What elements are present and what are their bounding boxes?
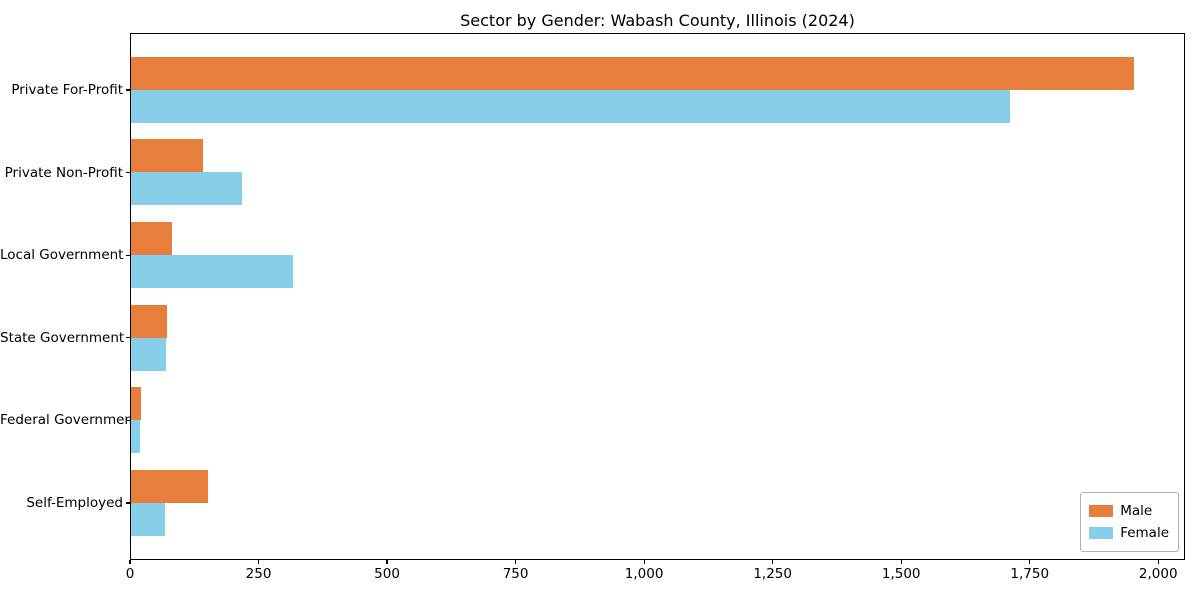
- y-axis-category-label: State Government: [0, 329, 125, 346]
- chart-title: Sector by Gender: Wabash County, Illinoi…: [460, 11, 855, 30]
- x-axis-tick-label: 750: [502, 566, 529, 582]
- legend: Male Female: [1080, 492, 1179, 552]
- x-axis-tick-mark: [129, 560, 131, 564]
- bar-male-state-government: [131, 304, 167, 338]
- y-axis-tick-mark: [126, 502, 130, 504]
- bar-male-federal-government: [131, 387, 142, 421]
- x-axis-tick-label: 0: [125, 566, 135, 582]
- bar-female-local-government: [131, 254, 293, 289]
- bar-male-local-government: [131, 221, 173, 255]
- y-axis-tick-mark: [126, 254, 130, 256]
- legend-entry-female: Female: [1089, 522, 1169, 544]
- x-axis-tick-label: 1,000: [624, 566, 664, 582]
- x-axis-tick-label: 1,250: [753, 566, 792, 582]
- bar-female-private-non-profit: [131, 172, 242, 206]
- y-axis-tick-mark: [126, 419, 130, 421]
- x-axis-tick-label: 1,750: [1010, 566, 1050, 582]
- x-axis-tick-mark: [386, 560, 388, 564]
- y-axis-category-label: Local Government: [0, 247, 124, 264]
- y-axis-tick-mark: [126, 171, 130, 174]
- y-axis-tick-mark: [126, 337, 130, 339]
- y-axis-tick-mark: [126, 89, 130, 91]
- bar-male-private-for-profit: [131, 56, 1134, 90]
- legend-label: Male: [1120, 503, 1153, 519]
- y-axis-category-label: Federal Government: [0, 412, 139, 429]
- x-axis-tick-mark: [1157, 560, 1159, 564]
- x-axis-tick-label: 250: [245, 566, 272, 582]
- bar-female-self-employed: [131, 502, 166, 536]
- y-axis-category-label: Self-Employed: [26, 495, 123, 511]
- x-axis-tick-mark: [514, 560, 517, 564]
- legend-label: Female: [1120, 525, 1169, 541]
- x-axis-tick-label: 500: [374, 566, 400, 582]
- bar-female-state-government: [131, 337, 166, 371]
- x-axis-tick-label: 1,500: [881, 566, 921, 582]
- x-axis-tick-label: 2,000: [1138, 566, 1178, 582]
- x-axis-tick-mark: [1029, 560, 1031, 564]
- bar-female-private-for-profit: [131, 89, 1011, 123]
- legend-swatch-icon: [1089, 505, 1114, 517]
- bar-male-self-employed: [131, 469, 209, 503]
- legend-entry-male: Male: [1089, 500, 1169, 522]
- y-axis-category-label: Private For-Profit: [11, 81, 123, 98]
- legend-swatch-icon: [1089, 527, 1114, 539]
- x-axis-tick-mark: [772, 560, 774, 564]
- bar-male-private-non-profit: [131, 139, 203, 173]
- y-axis-category-label: Private Non-Profit: [4, 164, 123, 181]
- x-axis-tick-mark: [257, 560, 260, 564]
- plot-area: Male Female: [130, 33, 1185, 560]
- x-axis-tick-mark: [643, 560, 645, 564]
- bar-female-federal-government: [131, 420, 141, 454]
- x-axis-tick-mark: [900, 560, 902, 564]
